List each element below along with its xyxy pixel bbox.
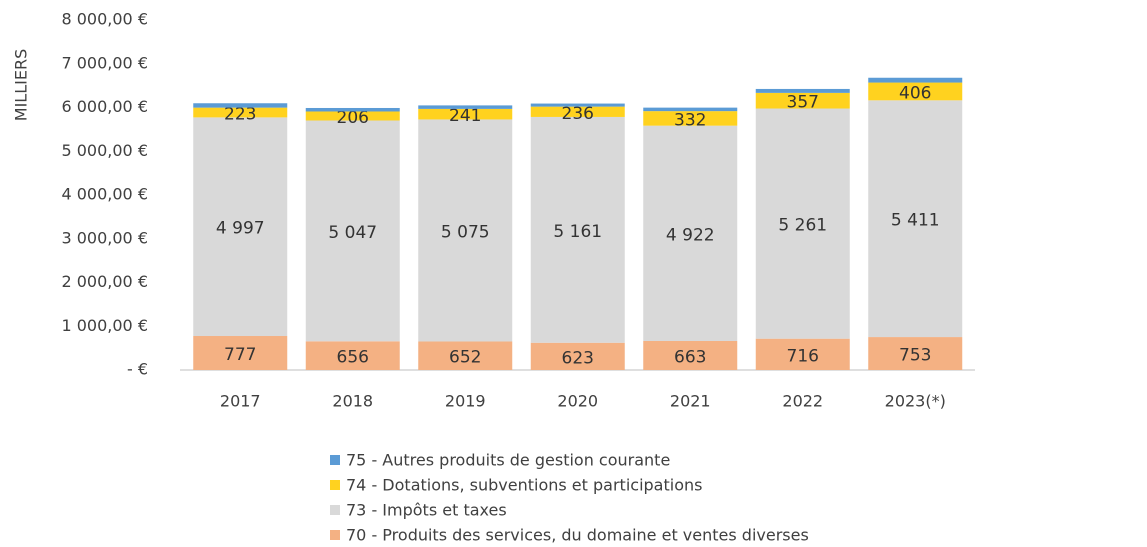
x-tick-label: 2019 — [445, 392, 486, 411]
y-tick-label: 5 000,00 € — [61, 141, 148, 160]
y-tick-label: 2 000,00 € — [61, 272, 148, 291]
y-axis-label: MILLIERS — [12, 49, 31, 121]
legend-swatch — [330, 455, 340, 465]
bar-segment — [418, 105, 513, 109]
data-label: 406 — [899, 83, 931, 103]
x-tick-label: 2020 — [557, 392, 598, 411]
y-tick-label: 4 000,00 € — [61, 185, 148, 204]
bar-segment — [193, 336, 288, 370]
bar-segment — [530, 342, 625, 370]
x-tick-label: 2021 — [670, 392, 711, 411]
data-label: 332 — [674, 110, 706, 130]
bar-segment — [418, 341, 513, 370]
legend-label: 70 - Produits des services, du domaine e… — [346, 526, 809, 545]
data-label: 623 — [562, 348, 594, 368]
data-label: 5 411 — [891, 211, 940, 231]
data-label: 206 — [337, 108, 369, 128]
bar-segment — [755, 88, 850, 93]
data-label: 5 075 — [441, 222, 490, 242]
data-label: 4 997 — [216, 219, 265, 239]
bar-segment — [643, 340, 738, 370]
legend-swatch — [330, 530, 340, 540]
data-label: 716 — [787, 346, 819, 366]
y-tick-label: 6 000,00 € — [61, 97, 148, 116]
bar-segment — [418, 119, 513, 342]
data-label: 5 261 — [778, 216, 827, 236]
x-tick-label: 2018 — [332, 392, 373, 411]
bar-segment — [643, 125, 738, 341]
bar-segment — [305, 111, 400, 121]
x-tick-label: 2017 — [220, 392, 261, 411]
bar-segment — [868, 337, 963, 370]
data-label: 236 — [562, 104, 594, 124]
data-label: 4 922 — [666, 225, 715, 245]
legend-label: 74 - Dotations, subventions et participa… — [346, 476, 702, 495]
bar-segment — [868, 100, 963, 338]
legend-label: 75 - Autres produits de gestion courante — [346, 451, 670, 470]
bar-segment — [305, 120, 400, 342]
bar-segment — [643, 111, 738, 126]
bar-segment — [193, 107, 288, 118]
legend-swatch — [330, 505, 340, 515]
data-label: 652 — [449, 348, 481, 368]
bar-segment — [755, 92, 850, 109]
y-tick-label: 3 000,00 € — [61, 228, 148, 247]
y-tick-label: 7 000,00 € — [61, 53, 148, 72]
data-label: 5 161 — [553, 222, 602, 242]
y-tick-label: 1 000,00 € — [61, 316, 148, 335]
bar-segment — [305, 107, 400, 112]
data-label: 241 — [449, 106, 481, 126]
data-label: 223 — [224, 105, 256, 125]
bar-segment — [643, 107, 738, 112]
bar-segment — [530, 103, 625, 107]
bar-segment — [755, 108, 850, 339]
data-label: 357 — [787, 93, 819, 113]
x-tick-label: 2023(*) — [885, 392, 946, 411]
bar-segment — [418, 108, 513, 120]
data-label: 656 — [337, 348, 369, 368]
legend-swatch — [330, 480, 340, 490]
bar-segment — [530, 106, 625, 117]
bar-segment — [530, 116, 625, 343]
bar-segment — [868, 77, 963, 83]
bar-segment — [193, 117, 288, 337]
y-tick-label: - € — [127, 360, 148, 379]
bar-segment — [868, 82, 963, 101]
bar-segment — [305, 341, 400, 370]
data-label: 5 047 — [328, 223, 377, 243]
data-label: 663 — [674, 347, 706, 367]
x-tick-label: 2022 — [782, 392, 823, 411]
bar-segment — [193, 103, 288, 108]
y-tick-label: 8 000,00 € — [61, 10, 148, 29]
data-label: 753 — [899, 346, 931, 366]
bar-segment — [755, 338, 850, 370]
data-label: 777 — [224, 345, 256, 365]
legend-label: 73 - Impôts et taxes — [346, 501, 507, 520]
